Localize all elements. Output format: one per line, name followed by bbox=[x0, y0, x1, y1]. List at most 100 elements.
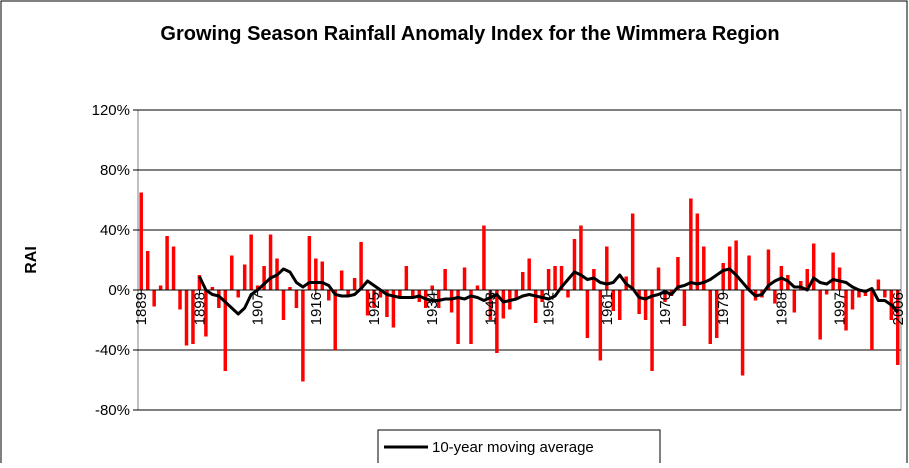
bar bbox=[307, 236, 312, 290]
bar bbox=[456, 290, 460, 344]
bar bbox=[249, 234, 253, 290]
bar bbox=[766, 249, 771, 290]
title-box: Growing Season Rainfall Anomaly Index fo… bbox=[160, 23, 780, 45]
bar bbox=[255, 285, 260, 290]
y-tick-label: -40% bbox=[95, 342, 130, 359]
bar bbox=[734, 240, 738, 290]
bar bbox=[268, 234, 273, 290]
bar bbox=[462, 267, 467, 290]
bar bbox=[811, 243, 816, 290]
bar bbox=[656, 267, 661, 290]
bar bbox=[611, 290, 616, 311]
bar bbox=[824, 290, 829, 295]
bar bbox=[430, 285, 434, 290]
bar bbox=[695, 213, 700, 290]
bar bbox=[152, 290, 156, 307]
bar bbox=[676, 257, 680, 290]
bar bbox=[876, 279, 881, 290]
bar bbox=[404, 266, 409, 290]
y-tick-label: -80% bbox=[95, 402, 130, 419]
bar bbox=[281, 290, 286, 320]
bar bbox=[514, 290, 519, 299]
bar bbox=[501, 290, 506, 319]
x-tick-label: 1916 bbox=[308, 292, 325, 325]
bar bbox=[850, 290, 855, 310]
bar bbox=[443, 269, 447, 290]
bar bbox=[223, 290, 228, 371]
bar bbox=[495, 290, 499, 353]
bar bbox=[566, 290, 570, 298]
bar bbox=[197, 275, 202, 290]
x-tick-label: 1898 bbox=[191, 292, 208, 325]
chart-title: Growing Season Rainfall Anomaly Index fo… bbox=[160, 23, 780, 45]
bar bbox=[857, 290, 861, 298]
bar bbox=[352, 278, 357, 290]
bar bbox=[242, 264, 247, 290]
bar bbox=[637, 290, 641, 314]
bar bbox=[896, 290, 900, 365]
bar bbox=[572, 239, 577, 290]
bar bbox=[870, 290, 874, 350]
bar bbox=[262, 266, 266, 290]
bar bbox=[650, 290, 654, 371]
x-tick-label: 1934 bbox=[424, 292, 441, 325]
x-tick-label: 1889 bbox=[133, 292, 150, 325]
bar bbox=[158, 285, 163, 290]
bar bbox=[385, 290, 389, 317]
bar bbox=[288, 287, 292, 290]
bar bbox=[708, 290, 712, 344]
bar bbox=[844, 290, 848, 331]
bar bbox=[301, 290, 305, 382]
bar bbox=[740, 290, 745, 376]
bar bbox=[339, 270, 344, 290]
bar bbox=[178, 290, 182, 310]
x-tick-label: 1961 bbox=[599, 292, 616, 325]
x-tick-label: 1925 bbox=[366, 292, 383, 325]
bar bbox=[805, 269, 809, 290]
bar bbox=[630, 213, 635, 290]
x-tick-label: 1943 bbox=[482, 292, 499, 325]
bar bbox=[378, 290, 383, 298]
x-tick-label: 1907 bbox=[250, 292, 267, 325]
bar bbox=[333, 290, 337, 350]
bar bbox=[714, 290, 719, 338]
bar bbox=[230, 255, 234, 290]
bar bbox=[320, 261, 325, 290]
bar bbox=[533, 290, 538, 323]
bar bbox=[585, 290, 590, 338]
bar bbox=[792, 290, 797, 313]
bar bbox=[527, 258, 531, 290]
x-tick-label: 1979 bbox=[715, 292, 732, 325]
y-tick-label: 120% bbox=[92, 102, 130, 119]
bar bbox=[546, 269, 551, 290]
bar bbox=[294, 290, 299, 308]
bar bbox=[184, 290, 189, 346]
bar bbox=[391, 290, 396, 328]
bar bbox=[883, 290, 887, 298]
bar bbox=[469, 290, 473, 344]
bar bbox=[682, 290, 687, 326]
y-tick-label: 0% bbox=[108, 282, 130, 299]
bar bbox=[663, 290, 667, 302]
bar bbox=[818, 290, 822, 340]
bar bbox=[217, 290, 221, 308]
bar bbox=[837, 267, 842, 290]
bar bbox=[579, 225, 583, 290]
bar bbox=[559, 266, 564, 290]
bar bbox=[314, 258, 318, 290]
y-tick-label: 40% bbox=[100, 222, 130, 239]
moving-average-line bbox=[198, 267, 899, 316]
bar bbox=[598, 290, 603, 361]
bar bbox=[145, 251, 150, 290]
bar bbox=[773, 290, 777, 304]
bar bbox=[411, 290, 415, 298]
bar bbox=[165, 236, 169, 290]
bar bbox=[171, 246, 176, 290]
bar bbox=[204, 290, 208, 337]
y-axis-label: RAI bbox=[23, 246, 40, 274]
bar bbox=[482, 225, 486, 290]
bar bbox=[520, 272, 525, 290]
bar bbox=[863, 290, 868, 296]
bar bbox=[831, 252, 835, 290]
bar bbox=[210, 287, 215, 290]
